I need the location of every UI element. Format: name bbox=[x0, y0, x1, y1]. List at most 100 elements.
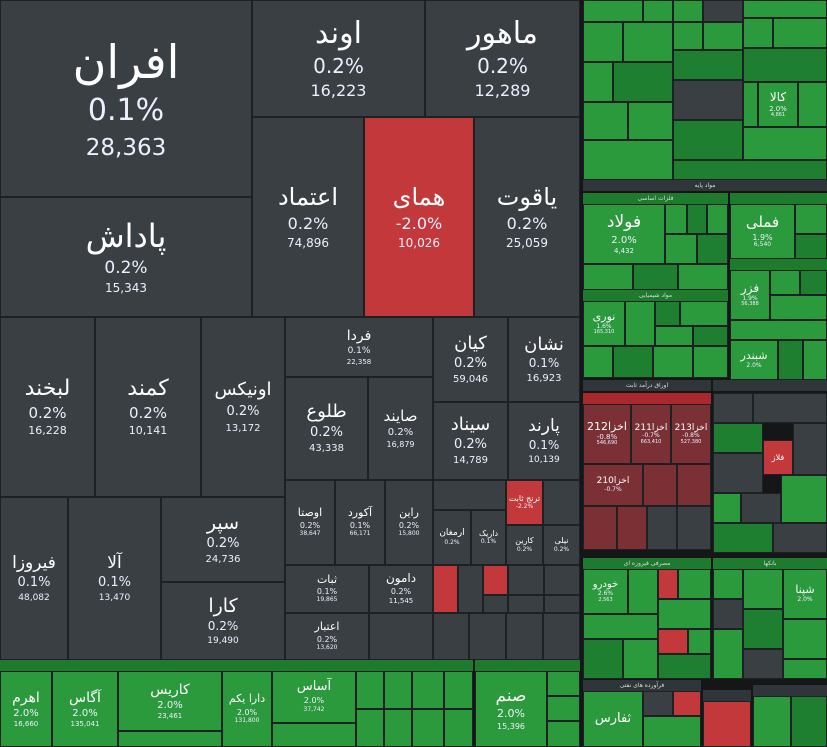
tile-health-s1[interactable] bbox=[703, 701, 751, 747]
tile-right-top-22[interactable] bbox=[743, 127, 827, 160]
tile-mining-s1[interactable] bbox=[795, 234, 827, 259]
tile-bond-s3[interactable] bbox=[583, 506, 617, 550]
tile-right-top-1[interactable] bbox=[583, 0, 643, 22]
tile-bond-s2[interactable] bbox=[677, 464, 711, 506]
tile-misc-3[interactable] bbox=[713, 423, 763, 453]
tile-kala[interactable]: کالا 2.0% 4,861 bbox=[758, 82, 798, 127]
tile-chem-s2[interactable] bbox=[655, 301, 680, 326]
tile-bond-s6[interactable] bbox=[677, 506, 711, 550]
tile-kian[interactable]: کیان 0.2% 59,046 bbox=[433, 317, 508, 402]
tile-khoshe[interactable] bbox=[458, 565, 483, 613]
tile-aflagh[interactable] bbox=[433, 565, 458, 613]
tile-agas[interactable]: آگاس 2.0% 135,041 bbox=[52, 671, 118, 747]
tile-bottom-small-12[interactable] bbox=[547, 696, 580, 721]
tile-auto-s10[interactable] bbox=[658, 654, 711, 679]
tile-felemi[interactable]: فملی 1.9% 6,540 bbox=[730, 204, 795, 259]
tile-fakher[interactable] bbox=[543, 480, 580, 525]
tile-separ[interactable]: سپر 0.2% 24,736 bbox=[161, 497, 285, 582]
tile-metal2-s3[interactable] bbox=[770, 295, 827, 320]
tile-right-top-11[interactable] bbox=[773, 18, 827, 48]
tile-noori[interactable]: نوری 1.6% 165,310 bbox=[583, 301, 625, 346]
tile-tech-s1[interactable] bbox=[753, 696, 791, 747]
tile-bottom-small-9[interactable] bbox=[412, 709, 444, 747]
tile-kara[interactable]: کارا 0.2% 19,490 bbox=[161, 582, 285, 660]
tile-auto-s2[interactable] bbox=[658, 569, 678, 599]
tile-asem[interactable] bbox=[483, 565, 508, 595]
tile-bottom-small-7[interactable] bbox=[356, 709, 384, 747]
tile-right-top-14[interactable] bbox=[583, 62, 613, 102]
tile-khodro[interactable]: خودرو 2.6% 2,563 bbox=[583, 569, 628, 614]
tile-fakhas[interactable] bbox=[795, 204, 827, 234]
tile-bond-s4[interactable] bbox=[617, 506, 647, 550]
tile-small-6[interactable] bbox=[433, 613, 469, 660]
tile-yaghut[interactable]: یاقوت 0.2% 25,059 bbox=[474, 117, 580, 317]
tile-right-top-3[interactable] bbox=[673, 0, 703, 22]
tile-fakhouz[interactable] bbox=[665, 204, 687, 234]
tile-osta[interactable]: اوصتا 0.2% 38,647 bbox=[285, 480, 335, 565]
tile-auto-s7[interactable] bbox=[623, 639, 658, 679]
tile-sabat[interactable]: ثبات 0.1% 19,865 bbox=[285, 565, 369, 613]
tile-bank-s3[interactable] bbox=[743, 569, 783, 609]
tile-right-top-24[interactable] bbox=[673, 160, 827, 180]
tile-right-top-9[interactable] bbox=[703, 22, 743, 50]
tile-bond-s5[interactable] bbox=[647, 506, 677, 550]
tile-right-top-5[interactable] bbox=[743, 0, 827, 18]
tile-fazar[interactable]: فزر 1.9% 56,388 bbox=[730, 270, 770, 320]
tile-sanam[interactable]: صنم 2.0% 15,396 bbox=[475, 671, 547, 747]
tile-right-top-4[interactable] bbox=[703, 0, 743, 22]
tile-toranj[interactable]: ترنج ثابت -2.2% bbox=[506, 480, 543, 525]
tile-small-7[interactable] bbox=[469, 613, 506, 660]
tile-etebar[interactable]: اعتبار 0.2% 13,620 bbox=[285, 613, 369, 660]
tile-misc-9[interactable] bbox=[713, 523, 773, 553]
tile-ala[interactable]: آلا 0.1% 13,470 bbox=[68, 497, 161, 660]
tile-auto-s8[interactable] bbox=[658, 629, 688, 654]
tile-chem-s5[interactable] bbox=[693, 326, 728, 346]
tile-akhza210[interactable]: اخزا210 -0.7% bbox=[583, 464, 643, 506]
tile-fgon[interactable] bbox=[687, 204, 707, 234]
tile-metal-s5[interactable] bbox=[678, 264, 728, 290]
tile-asas[interactable]: آساس 2.0% 37,742 bbox=[272, 671, 356, 723]
tile-akhza213[interactable]: اخزا213 -0.8% 527,380 bbox=[671, 404, 711, 464]
tile-bottom-small-8[interactable] bbox=[384, 709, 412, 747]
tile-bottom-small-2[interactable] bbox=[272, 723, 356, 747]
tile-metal2-s1[interactable] bbox=[770, 270, 800, 295]
tile-small-5[interactable] bbox=[544, 595, 580, 613]
tile-misc-5[interactable] bbox=[713, 453, 763, 493]
tile-rayin[interactable]: راین 0.2% 15,800 bbox=[385, 480, 433, 565]
tile-armaghan[interactable]: ارمغان 0.2% bbox=[433, 510, 471, 565]
tile-chem-s3[interactable] bbox=[680, 301, 728, 326]
tile-akord[interactable]: آکورد 0.1% 66,171 bbox=[335, 480, 385, 565]
tile-onix[interactable]: اونیکس 0.2% 13,172 bbox=[201, 317, 285, 497]
tile-bank-s7[interactable] bbox=[743, 649, 783, 679]
tile-bottom-small-4[interactable] bbox=[384, 671, 412, 709]
tile-right-top-17[interactable] bbox=[798, 82, 827, 127]
tile-metal-s2[interactable] bbox=[697, 234, 728, 264]
tile-bottom-small-10[interactable] bbox=[444, 709, 473, 747]
tile-right-top-20[interactable] bbox=[628, 102, 673, 140]
tile-karin[interactable]: کارین 0.2% bbox=[506, 525, 543, 565]
tile-mahor[interactable]: ماهور 0.2% 12,289 bbox=[425, 0, 580, 117]
tile-right-top-16[interactable] bbox=[743, 82, 758, 127]
tile-fkhas[interactable] bbox=[707, 204, 728, 234]
tile-bond-s1[interactable] bbox=[643, 464, 677, 506]
tile-tech-s2[interactable] bbox=[791, 696, 827, 747]
tile-pet-s3[interactable] bbox=[643, 716, 701, 747]
tile-right-top-12[interactable] bbox=[673, 50, 743, 80]
tile-pet-s2[interactable] bbox=[673, 691, 701, 716]
tile-farda[interactable]: فردا 0.1% 22,358 bbox=[285, 317, 433, 377]
tile-metal2-s2[interactable] bbox=[800, 270, 827, 295]
tile-auto-s3[interactable] bbox=[678, 569, 711, 599]
tile-shebandar[interactable]: شبندر 2.0% bbox=[730, 340, 778, 380]
tile-metal-s4[interactable] bbox=[633, 264, 678, 290]
tile-firouza[interactable]: فیروزا 0.1% 48,082 bbox=[0, 497, 68, 660]
tile-right-top-6[interactable] bbox=[583, 22, 623, 62]
tile-sinad[interactable]: سیناد 0.2% 14,789 bbox=[433, 402, 508, 480]
tile-chem-s4[interactable] bbox=[655, 326, 693, 346]
tile-right-top-13[interactable] bbox=[743, 48, 827, 82]
tile-petro-s1[interactable] bbox=[778, 340, 803, 380]
tile-lebkhand[interactable]: لبخند 0.2% 16,228 bbox=[0, 317, 95, 497]
tile-misc-8[interactable] bbox=[781, 475, 827, 523]
tile-akhza211[interactable]: اخزا211 -0.7% 663,410 bbox=[631, 404, 671, 464]
tile-petro-s2[interactable] bbox=[803, 340, 827, 380]
tile-metal-s1[interactable] bbox=[665, 234, 697, 264]
